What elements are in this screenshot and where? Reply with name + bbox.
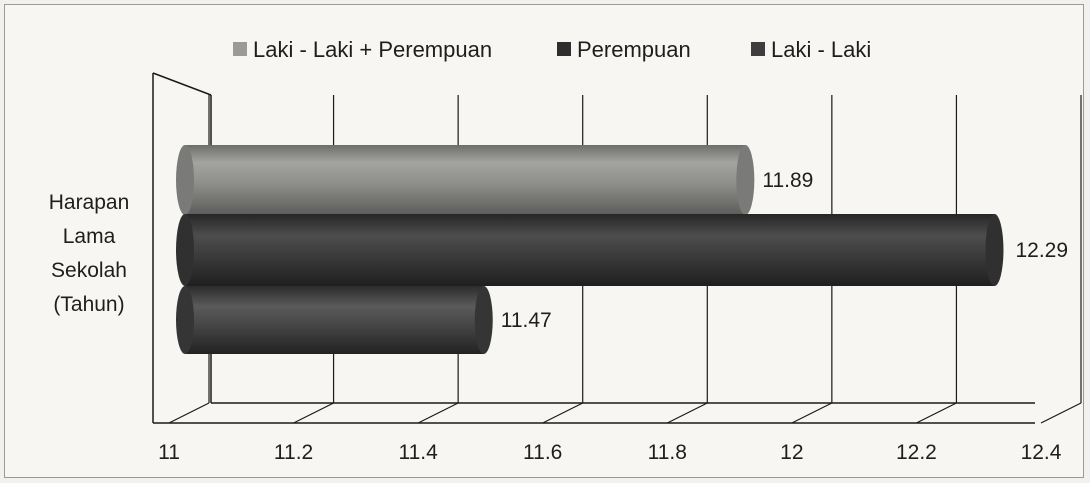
- bars-layer: 11.89 12.29 11.47: [176, 145, 1068, 354]
- legend-swatch-perempuan: [557, 42, 571, 56]
- x-tick-label-7: 12.4: [1021, 441, 1062, 464]
- gridline-floor-6: [916, 402, 957, 424]
- category-label-line-1: Harapan: [49, 191, 130, 214]
- bar-1: [185, 214, 995, 286]
- legend-swatch-laki: [751, 42, 765, 56]
- x-tick-label-3: 11.6: [523, 441, 562, 464]
- category-label-line-2: Lama: [63, 225, 116, 248]
- data-label-1: 12.29: [1015, 239, 1068, 262]
- legend: Laki - Laki + Perempuan Perempuan Laki -…: [233, 37, 871, 62]
- bar-1-start-cap: [176, 214, 194, 286]
- bar-0: [185, 145, 746, 215]
- bar-0-start-cap: [176, 145, 194, 215]
- bar-2-start-cap: [176, 286, 194, 354]
- x-tick-label-2: 11.4: [398, 441, 438, 464]
- gridline-floor-7: [1040, 402, 1082, 424]
- ticks-layer: 11 11.2 11.4 11.6 11.8 12 12.2 12.4: [158, 441, 1062, 464]
- data-label-2: 11.47: [501, 309, 552, 332]
- chart-frame: Laki - Laki + Perempuan Perempuan Laki -…: [4, 4, 1084, 478]
- x-tick-label-5: 12: [780, 441, 803, 464]
- gridline-floor-0: [168, 402, 210, 424]
- gridline-floor-1: [293, 402, 334, 424]
- bar-1-end-cap: [985, 214, 1004, 286]
- gridline-floor-5: [791, 402, 833, 424]
- back-wall-top: [152, 72, 212, 96]
- legend-label-total: Laki - Laki + Perempuan: [253, 37, 492, 62]
- x-tick-label-6: 12.2: [896, 441, 937, 464]
- chart-svg: Laki - Laki + Perempuan Perempuan Laki -…: [49, 37, 1082, 464]
- category-label: Harapan Lama Sekolah (Tahun): [49, 191, 130, 316]
- gridline-floor-4: [667, 402, 708, 424]
- bar-0-end-cap: [736, 145, 755, 215]
- x-tick-label-0: 11: [158, 441, 180, 464]
- legend-label-perempuan: Perempuan: [577, 37, 691, 62]
- category-label-line-4: (Tahun): [53, 293, 124, 316]
- category-label-line-3: Sekolah: [51, 259, 127, 282]
- gridline-floor-2: [417, 402, 459, 424]
- data-label-0: 11.89: [762, 169, 813, 192]
- gridline-floor-3: [542, 402, 583, 424]
- x-tick-label-4: 11.8: [648, 441, 687, 464]
- legend-swatch-total: [233, 42, 247, 56]
- bar-2-end-cap: [474, 286, 493, 354]
- bar-2: [185, 286, 484, 354]
- legend-label-laki: Laki - Laki: [771, 37, 871, 62]
- x-tick-label-1: 11.2: [274, 441, 313, 464]
